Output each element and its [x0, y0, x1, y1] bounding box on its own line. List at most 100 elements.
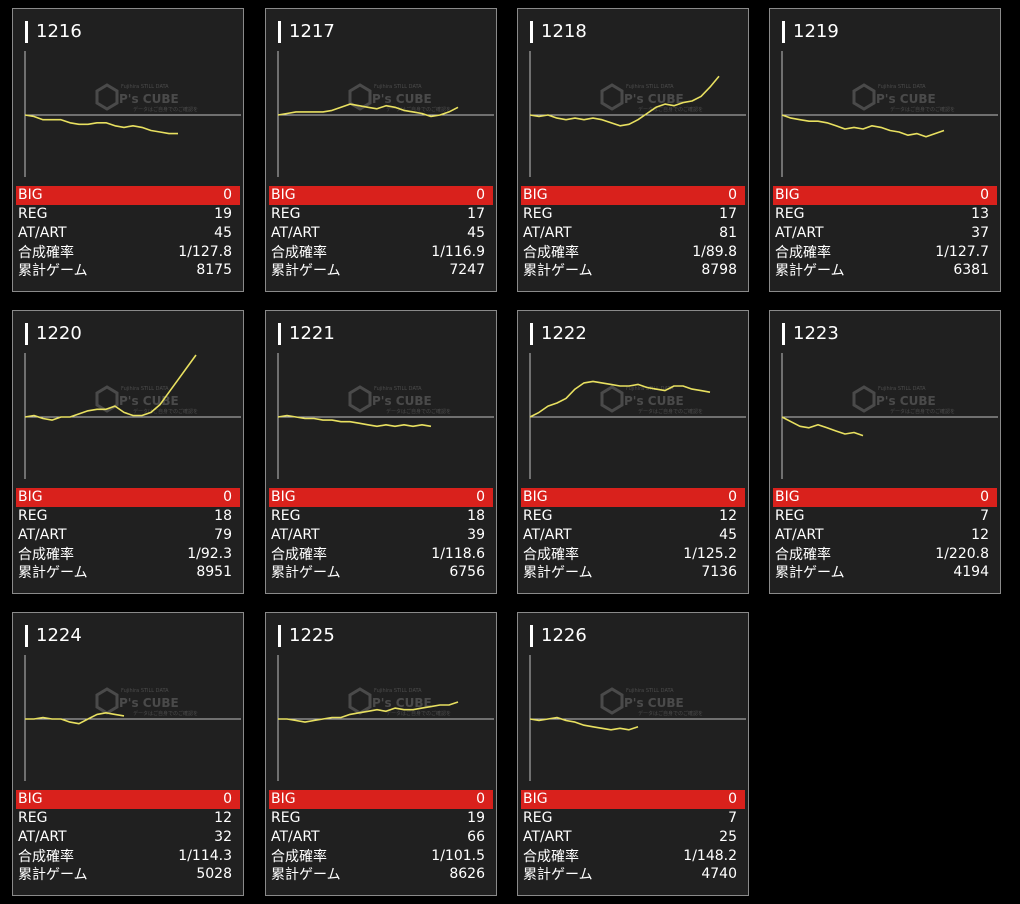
cube-logo-icon [852, 385, 876, 413]
at-art-label: AT/ART [523, 828, 572, 845]
at-art-count: 45 [719, 526, 737, 543]
total-games-label: 累計ゲーム [271, 565, 341, 582]
big-label: BIG [523, 489, 548, 506]
combined-rate-label: 合成確率 [271, 848, 327, 865]
reg-label: REG [523, 508, 553, 525]
reg-count: 12 [719, 508, 737, 525]
cube-logo-icon [600, 83, 624, 111]
slump-graph: Fujihira STILL DATA P's CUBE データはご自身でのご確… [24, 51, 241, 177]
big-row: BIG 0 [16, 186, 240, 205]
watermark-bottom: データはご自身でのご確認を [386, 408, 451, 415]
machine-number: 1216 [25, 21, 82, 43]
combined-rate-value: 1/118.6 [431, 545, 485, 562]
slump-line [25, 711, 125, 725]
ps-cube-watermark: Fujihira STILL DATA P's CUBE データはご自身でのご確… [852, 83, 955, 113]
reg-row: REG 7 [773, 507, 997, 526]
total-games-label: 累計ゲーム [18, 565, 88, 582]
combined-rate-row: 合成確率 1/220.8 [773, 544, 997, 563]
at-art-label: AT/ART [775, 224, 824, 241]
machine-card-1226[interactable]: 1226 Fujihira STILL DATA P's CUBE データはご自… [517, 612, 749, 896]
combined-rate-value: 1/89.8 [692, 243, 737, 260]
total-games-label: 累計ゲーム [271, 867, 341, 884]
at-art-count: 81 [719, 224, 737, 241]
ps-cube-watermark: Fujihira STILL DATA P's CUBE データはご自身でのご確… [348, 385, 451, 415]
combined-rate-label: 合成確率 [523, 244, 579, 261]
reg-count: 19 [467, 810, 485, 827]
ps-cube-watermark: Fujihira STILL DATA P's CUBE データはご自身でのご確… [852, 385, 955, 415]
ps-cube-watermark: Fujihira STILL DATA P's CUBE データはご自身でのご確… [95, 83, 198, 113]
watermark-brand: P's CUBE [624, 92, 684, 106]
watermark-bottom: データはご自身でのご確認を [386, 710, 451, 717]
reg-count: 17 [719, 206, 737, 223]
at-art-label: AT/ART [523, 224, 572, 241]
total-games-row: 累計ゲーム 6756 [269, 563, 493, 582]
machine-card-1219[interactable]: 1219 Fujihira STILL DATA P's CUBE データはご自… [769, 8, 1001, 292]
total-games-value: 8175 [196, 262, 232, 279]
reg-label: REG [775, 206, 805, 223]
reg-row: REG 19 [269, 809, 493, 828]
combined-rate-row: 合成確率 1/125.2 [521, 544, 745, 563]
reg-label: REG [271, 810, 301, 827]
big-count: 0 [980, 489, 989, 506]
combined-rate-value: 1/92.3 [187, 545, 232, 562]
at-art-row: AT/ART 39 [269, 526, 493, 545]
at-art-label: AT/ART [18, 828, 67, 845]
machine-card-1220[interactable]: 1220 Fujihira STILL DATA P's CUBE データはご自… [12, 310, 244, 594]
stats-table: BIG 0 REG 19 AT/ART 66 合成確率 1/101.5 累計ゲー… [269, 790, 493, 884]
at-art-label: AT/ART [18, 224, 67, 241]
total-games-value: 6381 [953, 262, 989, 279]
at-art-label: AT/ART [271, 828, 320, 845]
total-games-value: 6756 [449, 564, 485, 581]
machine-card-1223[interactable]: 1223 Fujihira STILL DATA P's CUBE データはご自… [769, 310, 1001, 594]
slump-line [781, 416, 864, 437]
total-games-value: 8951 [196, 564, 232, 581]
total-games-row: 累計ゲーム 8951 [16, 563, 240, 582]
big-count: 0 [223, 791, 232, 808]
stats-table: BIG 0 REG 7 AT/ART 12 合成確率 1/220.8 累計ゲーム… [773, 488, 997, 582]
machine-card-1217[interactable]: 1217 Fujihira STILL DATA P's CUBE データはご自… [265, 8, 497, 292]
big-row: BIG 0 [16, 488, 240, 507]
total-games-label: 累計ゲーム [523, 565, 593, 582]
stats-table: BIG 0 REG 12 AT/ART 32 合成確率 1/114.3 累計ゲー… [16, 790, 240, 884]
machine-number: 1224 [25, 625, 82, 647]
big-row: BIG 0 [521, 790, 745, 809]
machine-card-1222[interactable]: 1222 Fujihira STILL DATA P's CUBE データはご自… [517, 310, 749, 594]
machine-card-1225[interactable]: 1225 Fujihira STILL DATA P's CUBE データはご自… [265, 612, 497, 896]
machine-card-1218[interactable]: 1218 Fujihira STILL DATA P's CUBE データはご自… [517, 8, 749, 292]
at-art-row: AT/ART 32 [16, 828, 240, 847]
reg-count: 19 [214, 206, 232, 223]
slump-graph: Fujihira STILL DATA P's CUBE データはご自身でのご確… [529, 51, 746, 177]
machine-number: 1217 [278, 21, 335, 43]
watermark-brand: P's CUBE [876, 394, 936, 408]
combined-rate-label: 合成確率 [775, 546, 831, 563]
machine-number: 1226 [530, 625, 587, 647]
at-art-count: 39 [467, 526, 485, 543]
combined-rate-row: 合成確率 1/118.6 [269, 544, 493, 563]
machine-card-1224[interactable]: 1224 Fujihira STILL DATA P's CUBE データはご自… [12, 612, 244, 896]
stats-table: BIG 0 REG 19 AT/ART 45 合成確率 1/127.8 累計ゲー… [16, 186, 240, 280]
slump-line [781, 114, 945, 138]
reg-row: REG 13 [773, 205, 997, 224]
slump-graph: Fujihira STILL DATA P's CUBE データはご自身でのご確… [277, 353, 494, 479]
reg-row: REG 17 [269, 205, 493, 224]
slump-line [24, 354, 197, 421]
big-row: BIG 0 [269, 488, 493, 507]
big-row: BIG 0 [773, 186, 997, 205]
combined-rate-value: 1/220.8 [935, 545, 989, 562]
machine-card-1221[interactable]: 1221 Fujihira STILL DATA P's CUBE データはご自… [265, 310, 497, 594]
ps-cube-watermark: Fujihira STILL DATA P's CUBE データはご自身でのご確… [600, 385, 703, 415]
combined-rate-label: 合成確率 [271, 546, 327, 563]
reg-count: 7 [980, 508, 989, 525]
stats-table: BIG 0 REG 13 AT/ART 37 合成確率 1/127.7 累計ゲー… [773, 186, 997, 280]
at-art-label: AT/ART [18, 526, 67, 543]
combined-rate-label: 合成確率 [775, 244, 831, 261]
slump-graph: Fujihira STILL DATA P's CUBE データはご自身でのご確… [277, 655, 494, 781]
machine-card-1216[interactable]: 1216 Fujihira STILL DATA P's CUBE データはご自… [12, 8, 244, 292]
cube-logo-icon [95, 83, 119, 111]
combined-rate-row: 合成確率 1/116.9 [269, 242, 493, 261]
combined-rate-row: 合成確率 1/148.2 [521, 846, 745, 865]
combined-rate-row: 合成確率 1/127.8 [16, 242, 240, 261]
watermark-top: Fujihira STILL DATA [878, 84, 926, 90]
reg-row: REG 12 [16, 809, 240, 828]
total-games-row: 累計ゲーム 8798 [521, 261, 745, 280]
